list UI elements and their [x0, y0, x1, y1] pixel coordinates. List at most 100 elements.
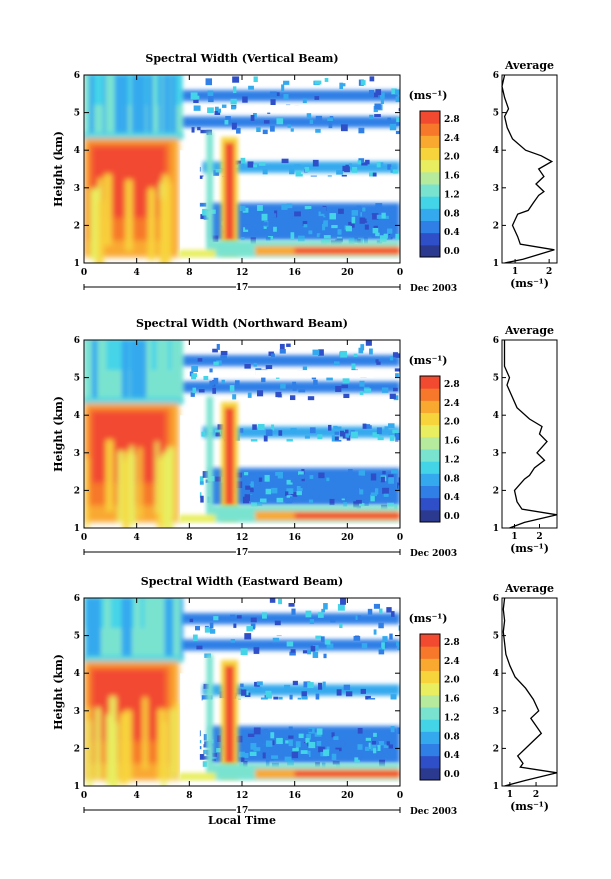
speckle-cell — [265, 488, 272, 495]
speckle-cell — [196, 175, 204, 179]
panel-0: Spectral Width (Vertical Beam)123456Heig… — [52, 52, 558, 294]
speckle-cell — [306, 734, 312, 740]
speckle-cell — [316, 233, 321, 238]
speckle-cell — [326, 477, 330, 482]
speckle-cell — [294, 211, 301, 217]
date-mark: 17 — [236, 806, 249, 816]
colorbar-swatch — [420, 171, 440, 185]
speckle-cell — [364, 224, 369, 230]
speckle-cell — [373, 603, 381, 609]
colorbar-tick-label: 2.0 — [444, 418, 460, 428]
speckle-cell — [238, 735, 243, 742]
speckle-cell — [314, 80, 322, 85]
speckle-cell — [365, 746, 370, 751]
profile-x-tick-label: 2 — [546, 267, 552, 277]
speckle-cell — [304, 206, 312, 210]
speckle-cell — [278, 430, 283, 436]
speckle-cell — [318, 682, 323, 690]
speckle-cell — [310, 645, 316, 652]
speckle-cell — [359, 217, 365, 224]
speckle-cell — [190, 392, 195, 397]
speckle-cell — [362, 423, 367, 429]
profile-y-tick-label: 3 — [493, 184, 499, 194]
x-tick-label: 12 — [236, 268, 249, 278]
y-tick-label: 1 — [74, 782, 80, 792]
profile-unit: (ms⁻¹) — [510, 542, 549, 555]
speckle-cell — [398, 108, 400, 112]
speckle-cell — [319, 234, 327, 239]
speckle-cell — [377, 436, 384, 441]
high-width-layer — [84, 656, 183, 786]
speckle-cell — [200, 129, 207, 134]
speckle-cell — [320, 636, 325, 643]
speckle-cell — [212, 387, 217, 394]
speckle-cell — [200, 495, 204, 503]
date-label: Dec 2003 — [410, 549, 457, 559]
speckle-cell — [326, 643, 334, 649]
speckle-cell — [315, 128, 321, 133]
speckle-cell — [253, 727, 261, 735]
upper-streak — [155, 598, 161, 659]
x-tick-label: 16 — [288, 791, 301, 801]
speckle-cell — [318, 746, 325, 753]
profile-y-tick-label: 2 — [493, 221, 499, 231]
upper-streak — [91, 340, 97, 401]
speckle-cell — [204, 626, 212, 633]
speckle-cell — [317, 216, 324, 222]
colorbar-swatch — [420, 719, 440, 732]
speckle-cell — [327, 117, 333, 122]
speckle-cell — [360, 80, 366, 86]
speckle-cell — [392, 429, 399, 434]
speckle-cell — [398, 485, 400, 491]
speckle-cell — [388, 431, 393, 436]
x-tick-label: 20 — [341, 533, 354, 543]
speckle-cell — [371, 213, 379, 220]
speckle-cell — [267, 216, 274, 223]
speckle-cell — [241, 236, 245, 241]
speckle-cell — [270, 99, 276, 106]
speckle-cell — [395, 89, 400, 95]
upper-streak — [84, 340, 94, 401]
speckle-cell — [203, 215, 210, 220]
speckle-cell — [389, 123, 397, 131]
speckle-cell — [308, 741, 316, 749]
speckle-cell — [265, 237, 271, 241]
speckle-cell — [362, 499, 369, 506]
speckle-cell — [286, 641, 294, 647]
speckle-cell — [271, 424, 275, 431]
block-streak — [157, 708, 165, 781]
speckle-cell — [353, 237, 359, 243]
speckle-cell — [289, 651, 296, 656]
speckle-cell — [331, 490, 335, 496]
x-tick-label: 0 — [81, 533, 87, 543]
speckle-cell — [263, 120, 270, 124]
speckle-cell — [336, 689, 342, 696]
speckle-cell — [290, 649, 296, 653]
speckle-cell — [207, 107, 214, 114]
x-tick-label: 8 — [186, 268, 192, 278]
bl-core — [294, 512, 400, 519]
speckle-cell — [197, 126, 201, 131]
speckle-cell — [288, 735, 294, 739]
block-streak — [147, 189, 156, 261]
speckle-cell — [391, 611, 395, 617]
speckle-cell — [370, 492, 378, 497]
speckle-cell — [287, 213, 293, 219]
speckle-cell — [247, 161, 254, 168]
colorbar-tick-label: 1.6 — [444, 437, 460, 447]
speckle-cell — [387, 164, 392, 170]
block-streak — [119, 713, 128, 785]
speckle-cell — [367, 608, 373, 615]
speckle-cell — [305, 610, 312, 618]
speckle-cell — [365, 695, 371, 701]
speckle-cell — [258, 477, 263, 482]
speckle-cell — [202, 208, 208, 216]
speckle-cell — [391, 469, 398, 474]
speckle-cell — [328, 121, 333, 129]
upper-streak — [114, 75, 121, 136]
upper-streak — [97, 340, 107, 401]
colorbar-tick-label: 2.8 — [444, 115, 460, 125]
speckle-cell — [193, 95, 200, 100]
speckle-cell — [299, 173, 303, 179]
